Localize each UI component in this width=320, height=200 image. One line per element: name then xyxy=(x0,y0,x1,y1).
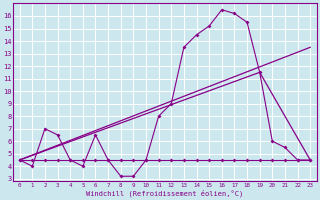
X-axis label: Windchill (Refroidissement éolien,°C): Windchill (Refroidissement éolien,°C) xyxy=(86,189,244,197)
